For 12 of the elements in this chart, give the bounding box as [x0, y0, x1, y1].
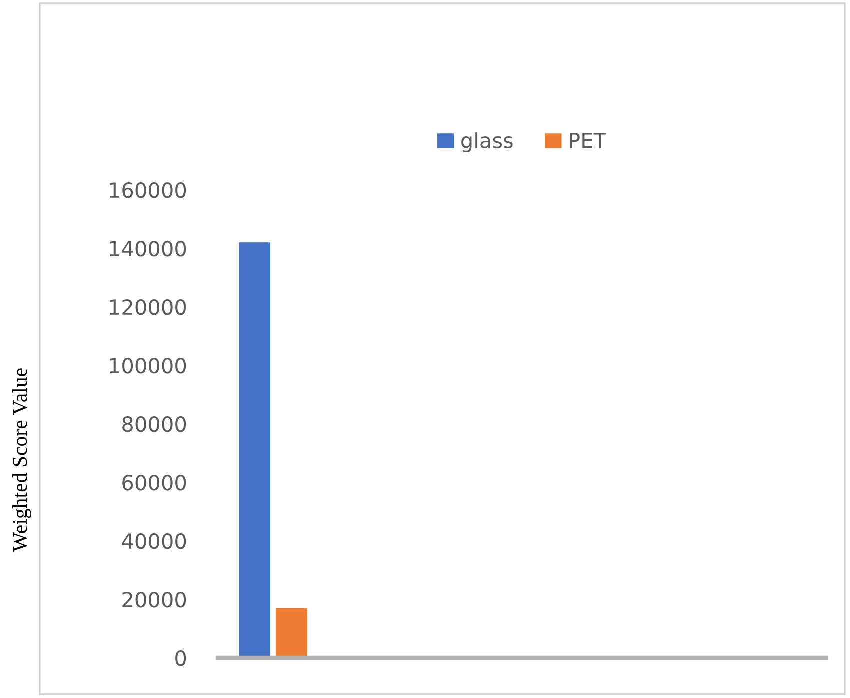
y-tick-label: 0	[176, 650, 186, 666]
legend-label: glass	[462, 132, 513, 153]
legend-label: PET	[570, 133, 607, 148]
y-tick-label: 120000	[110, 299, 186, 316]
y-tick-label: 60000	[122, 474, 186, 491]
y-tick-label: 80000	[122, 416, 186, 432]
y-tick-label: 20000	[122, 592, 186, 608]
y-tick-label: 140000	[110, 240, 186, 257]
y-tick-label: 160000	[110, 182, 186, 198]
y-tick-label: 40000	[122, 533, 186, 550]
y-tick-label: 100000	[110, 358, 186, 374]
y-axis-title: Weighted Score Value	[12, 368, 32, 552]
